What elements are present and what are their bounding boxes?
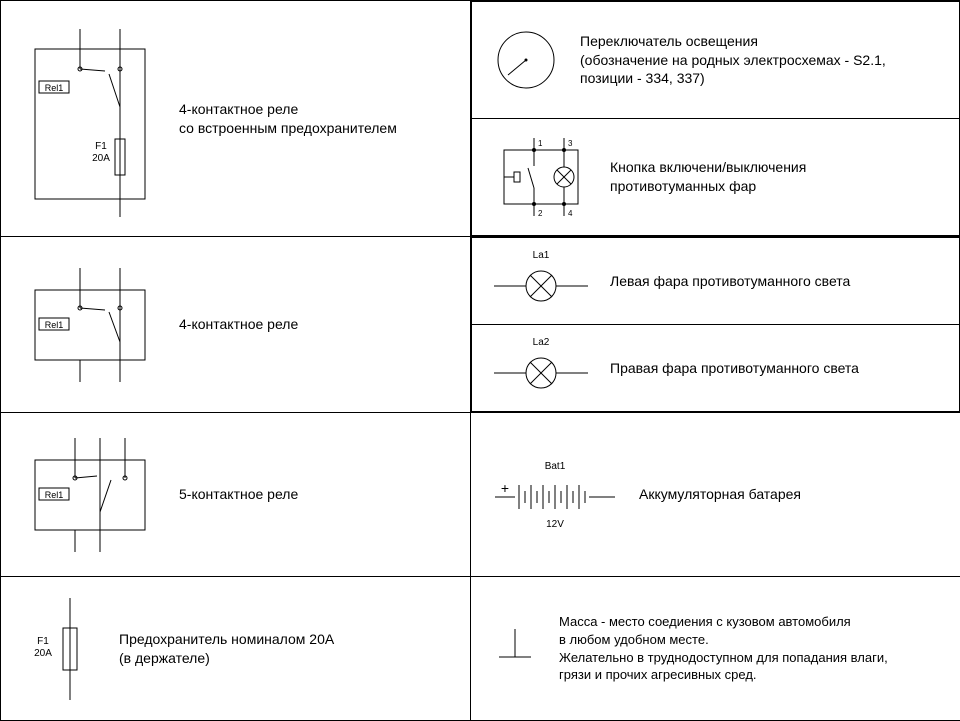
- symbol-legend-table: Rel1 F1: [0, 0, 960, 721]
- fuse-rating: 20A: [92, 153, 110, 164]
- svg-text:2: 2: [538, 209, 543, 218]
- symbol-fog-button: 1 3 2 4: [486, 132, 596, 222]
- svg-text:+: +: [501, 480, 509, 496]
- svg-text:1: 1: [538, 139, 543, 148]
- desc-relay-4pin: 4-контактное реле: [165, 315, 456, 334]
- desc-relay-fuse: 4-контактное реле со встроенным предохра…: [165, 100, 456, 138]
- cell-relay-5pin: Rel1 5-контактное реле: [1, 413, 471, 577]
- symbol-relay-4pin: Rel1: [15, 260, 165, 390]
- svg-text:20A: 20A: [34, 648, 52, 659]
- symbol-ground: [485, 619, 545, 679]
- desc-lamp-right: Правая фара противотуманного света: [596, 359, 945, 378]
- cell-ground: Масса - место соедиения с кузовом автомо…: [471, 577, 960, 721]
- symbol-relay-with-fuse: Rel1 F1: [15, 19, 165, 219]
- svg-text:F1: F1: [37, 636, 49, 647]
- desc-battery: Аккумуляторная батарея: [625, 485, 946, 504]
- svg-text:Rel1: Rel1: [45, 490, 64, 500]
- fuse-label: F1: [95, 141, 107, 152]
- svg-text:12V: 12V: [546, 519, 564, 530]
- desc-fog-button: Кнопка включени/выключения противотуманн…: [596, 158, 945, 196]
- desc-line: Предохранитель номиналом 20А: [119, 630, 456, 649]
- desc-line: 4-контактное реле: [179, 100, 456, 119]
- relay-label: Rel1: [45, 83, 64, 93]
- symbol-fuse-holder: F1 20A: [15, 594, 105, 704]
- cell-fuse-holder: F1 20A Предохранитель номиналом 20А (в д…: [1, 577, 471, 721]
- symbol-relay-5pin: Rel1: [15, 430, 165, 560]
- svg-text:4: 4: [568, 209, 573, 218]
- svg-text:Rel1: Rel1: [45, 320, 64, 330]
- desc-ground: Масса - место соедиения с кузовом автомо…: [545, 613, 946, 683]
- cell-battery: Bat1 +: [471, 413, 960, 577]
- cell-relay-4pin: Rel1 4-контактное реле: [1, 237, 471, 413]
- cell-switch-and-button: Переключатель освещения (обозначение на …: [471, 1, 960, 237]
- desc-line: со встроенным предохранителем: [179, 119, 456, 138]
- symbol-lamp-left: La1: [486, 246, 596, 316]
- desc-rotary-switch: Переключатель освещения (обозначение на …: [566, 32, 945, 89]
- symbol-lamp-right: La2: [486, 333, 596, 403]
- svg-text:Bat1: Bat1: [545, 461, 566, 472]
- desc-line: (в держателе): [119, 649, 456, 668]
- symbol-battery: Bat1 +: [485, 455, 625, 535]
- desc-relay-5pin: 5-контактное реле: [165, 485, 456, 504]
- symbol-rotary-switch: [486, 20, 566, 100]
- svg-text:La1: La1: [533, 250, 550, 261]
- cell-relay-fuse: Rel1 F1: [1, 1, 471, 237]
- svg-text:3: 3: [568, 139, 573, 148]
- svg-text:La2: La2: [533, 337, 550, 348]
- desc-fuse-holder: Предохранитель номиналом 20А (в держател…: [105, 630, 456, 668]
- desc-lamp-left: Левая фара противотуманного света: [596, 272, 945, 291]
- cell-lamps: La1 Левая фара противотуманного света: [471, 237, 960, 413]
